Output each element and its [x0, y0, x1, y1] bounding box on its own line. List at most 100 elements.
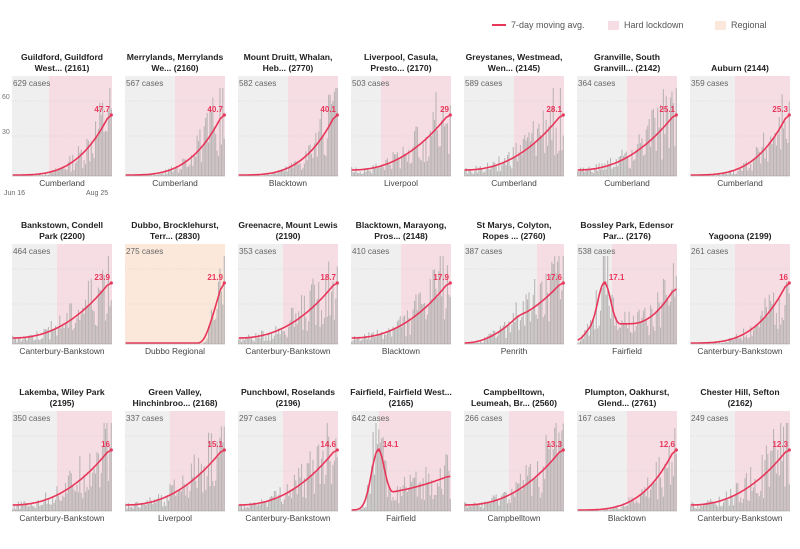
- daily-bar: [269, 497, 271, 511]
- daily-bar: [259, 504, 261, 511]
- daily-bar: [519, 473, 521, 511]
- daily-bar: [537, 318, 539, 344]
- daily-bar: [395, 328, 397, 344]
- daily-bar: [644, 154, 646, 176]
- daily-bar: [37, 339, 39, 344]
- daily-bar: [418, 293, 420, 344]
- daily-bar: [251, 338, 253, 344]
- daily-bar: [434, 269, 436, 344]
- daily-bar: [768, 294, 770, 344]
- moving-avg-line: [12, 114, 112, 176]
- daily-bar: [69, 470, 71, 511]
- daily-bar: [485, 169, 487, 176]
- daily-bar: [665, 294, 667, 344]
- legend-hard-lockdown: Hard lockdown: [608, 20, 684, 30]
- daily-bar: [92, 310, 94, 344]
- daily-bar: [751, 170, 753, 176]
- daily-bar: [331, 103, 333, 176]
- moving-avg-line: [351, 282, 451, 339]
- daily-bar: [160, 495, 162, 511]
- daily-bar: [621, 320, 623, 344]
- legend: 7-day moving avg. Hard lockdown Regional: [490, 20, 790, 36]
- daily-bar: [590, 319, 592, 344]
- daily-bar: [521, 154, 523, 176]
- panel-title: Bankstown, Condell Park (2200): [8, 214, 116, 242]
- daily-bar: [183, 483, 185, 511]
- daily-bar: [672, 103, 674, 176]
- daily-bar: [608, 510, 610, 511]
- panel-8: Bankstown, Condell Park (2200) 464 cases 23…: [12, 214, 113, 374]
- daily-bar: [40, 338, 42, 344]
- daily-bar: [178, 172, 180, 176]
- daily-bar: [495, 337, 497, 344]
- daily-bar: [83, 474, 85, 511]
- daily-bar: [531, 310, 533, 344]
- daily-bar: [594, 329, 596, 344]
- daily-bar: [721, 342, 723, 344]
- daily-bar: [658, 302, 660, 344]
- daily-bar: [92, 472, 94, 511]
- daily-bar: [651, 484, 653, 511]
- daily-bar: [441, 120, 443, 176]
- daily-bar: [73, 489, 75, 511]
- daily-bar: [17, 337, 19, 344]
- daily-bar: [32, 336, 34, 344]
- daily-bar: [70, 303, 72, 344]
- panel-title: Merrylands, Merrylands We... (2160): [121, 46, 229, 74]
- pre-lockdown-shade: [238, 76, 288, 176]
- daily-bar: [92, 153, 94, 176]
- daily-bar: [412, 477, 414, 511]
- daily-bar: [651, 110, 653, 176]
- daily-bar: [645, 129, 647, 176]
- daily-bar: [210, 433, 212, 511]
- daily-bar: [333, 91, 335, 176]
- daily-bar: [514, 322, 516, 344]
- daily-bar: [198, 457, 200, 511]
- daily-bar: [559, 299, 561, 344]
- daily-bar: [376, 329, 378, 344]
- daily-bar: [439, 146, 441, 176]
- panel-title-line: Granville, South: [594, 52, 660, 62]
- daily-bar: [428, 305, 430, 344]
- daily-bar: [416, 126, 418, 176]
- lga-label: Cumberland: [491, 178, 537, 188]
- daily-bar: [126, 508, 128, 511]
- daily-bar: [202, 147, 204, 176]
- daily-bar: [497, 499, 499, 511]
- daily-bar: [647, 325, 649, 344]
- daily-bar: [441, 296, 443, 344]
- daily-bar: [218, 156, 220, 176]
- daily-bar: [409, 474, 411, 511]
- daily-bar: [598, 325, 600, 344]
- daily-bar: [783, 128, 785, 176]
- daily-bar: [372, 164, 374, 176]
- daily-bar: [162, 171, 164, 176]
- daily-bar: [398, 158, 400, 176]
- daily-bar: [374, 474, 376, 511]
- daily-bar: [414, 131, 416, 176]
- daily-bar: [514, 157, 516, 176]
- daily-bar: [416, 310, 418, 344]
- daily-bar: [99, 487, 101, 511]
- daily-bar: [329, 461, 331, 511]
- panel-title-line: Glend... (2761): [597, 398, 657, 408]
- daily-bar: [406, 161, 408, 176]
- daily-bar: [219, 268, 221, 344]
- daily-bar: [286, 484, 288, 511]
- daily-bar: [657, 292, 659, 344]
- daily-bar: [654, 330, 656, 344]
- daily-bar: [323, 154, 325, 176]
- daily-bar: [76, 161, 78, 176]
- daily-bar: [59, 315, 61, 344]
- daily-bar: [718, 174, 720, 176]
- daily-bar: [421, 303, 423, 344]
- daily-bar: [65, 169, 67, 176]
- daily-bar: [105, 130, 107, 176]
- daily-bar: [512, 493, 514, 511]
- daily-bar: [406, 492, 408, 511]
- daily-bar: [525, 140, 527, 176]
- daily-bar: [628, 497, 630, 511]
- panel-title: Greenacre, Mount Lewis (2190): [234, 214, 342, 242]
- daily-bar: [446, 123, 448, 176]
- daily-bar: [149, 174, 151, 176]
